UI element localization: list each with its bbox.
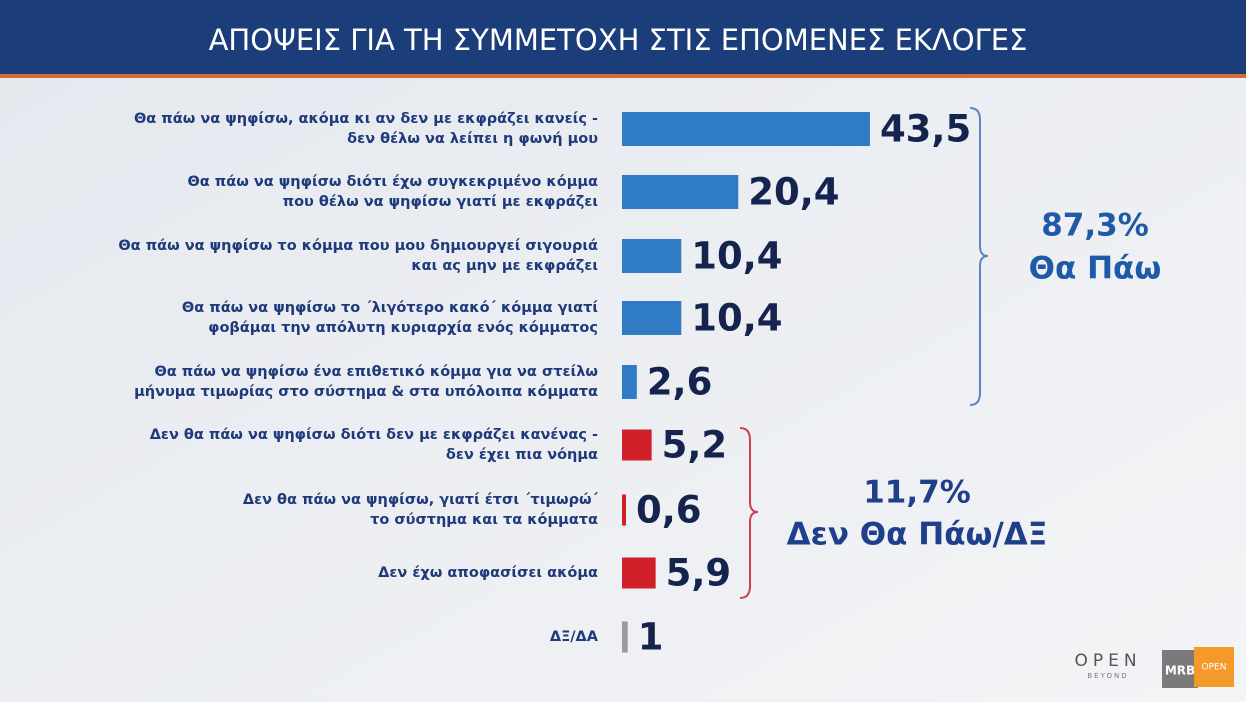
bar (622, 429, 652, 461)
category-label: Θα πάω να ψηφίσω το κόμμα που μου δημιου… (118, 238, 598, 274)
header (0, 0, 1246, 76)
bar (622, 301, 682, 335)
logo-tagline: BEYOND (1087, 672, 1128, 680)
value-label: 10,4 (691, 297, 782, 340)
value-label: 20,4 (748, 171, 839, 214)
group-total: 11,7% (863, 475, 971, 511)
group-brace (739, 427, 759, 599)
category-label: ΔΞ/ΔΑ (550, 629, 599, 645)
bar (622, 239, 682, 273)
value-label: 5,2 (662, 424, 728, 467)
bar (622, 494, 626, 526)
badge-box (1194, 647, 1234, 687)
value-label: 2,6 (647, 361, 713, 404)
value-label: 10,4 (691, 235, 782, 278)
category-label: Θα πάω να ψηφίσω το ΄λιγότερο κακό΄ κόμμ… (182, 300, 598, 336)
bar (622, 557, 656, 589)
logo-pollster: MRB (1165, 664, 1195, 678)
group-brace (969, 107, 989, 406)
pollster-box (1162, 650, 1198, 688)
value-label: 1 (638, 616, 664, 659)
value-label: 0,6 (636, 489, 702, 532)
group-total: 87,3% (1041, 208, 1149, 244)
group-label: Δεν Θα Πάω/ΔΞ (787, 517, 1048, 553)
category-label: Θα πάω να ψηφίσω ένα επιθετικό κόμμα για… (134, 364, 598, 400)
group-label: Θα Πάω (1029, 251, 1162, 287)
bar (622, 365, 637, 399)
chart-title: ΑΠΟΨΕΙΣ ΓΙΑ ΤΗ ΣΥΜΜΕΤΟΧΗ ΣΤΙΣ ΕΠΟΜΕΝΕΣ Ε… (209, 23, 1028, 57)
value-label: 5,9 (666, 552, 732, 595)
value-label: 43,5 (880, 108, 971, 151)
category-label: Δεν θα πάω να ψηφίσω, γιατί έτσι ΄τιμωρώ… (243, 492, 599, 528)
category-label: Θα πάω να ψηφίσω, ακόμα κι αν δεν με εκφ… (134, 111, 598, 147)
logo-brand: OPEN (1074, 651, 1141, 671)
bar (622, 112, 870, 146)
header-rule (0, 74, 1246, 78)
logo-badge: OPEN (1202, 663, 1227, 673)
category-label: Δεν θα πάω να ψηφίσω διότι δεν με εκφράζ… (150, 427, 598, 463)
category-label: Δεν έχω αποφασίσει ακόμα (378, 565, 598, 581)
bar (622, 621, 628, 653)
category-label: Θα πάω να ψηφίσω διότι έχω συγκεκριμένο … (187, 174, 598, 210)
bar (622, 175, 739, 209)
